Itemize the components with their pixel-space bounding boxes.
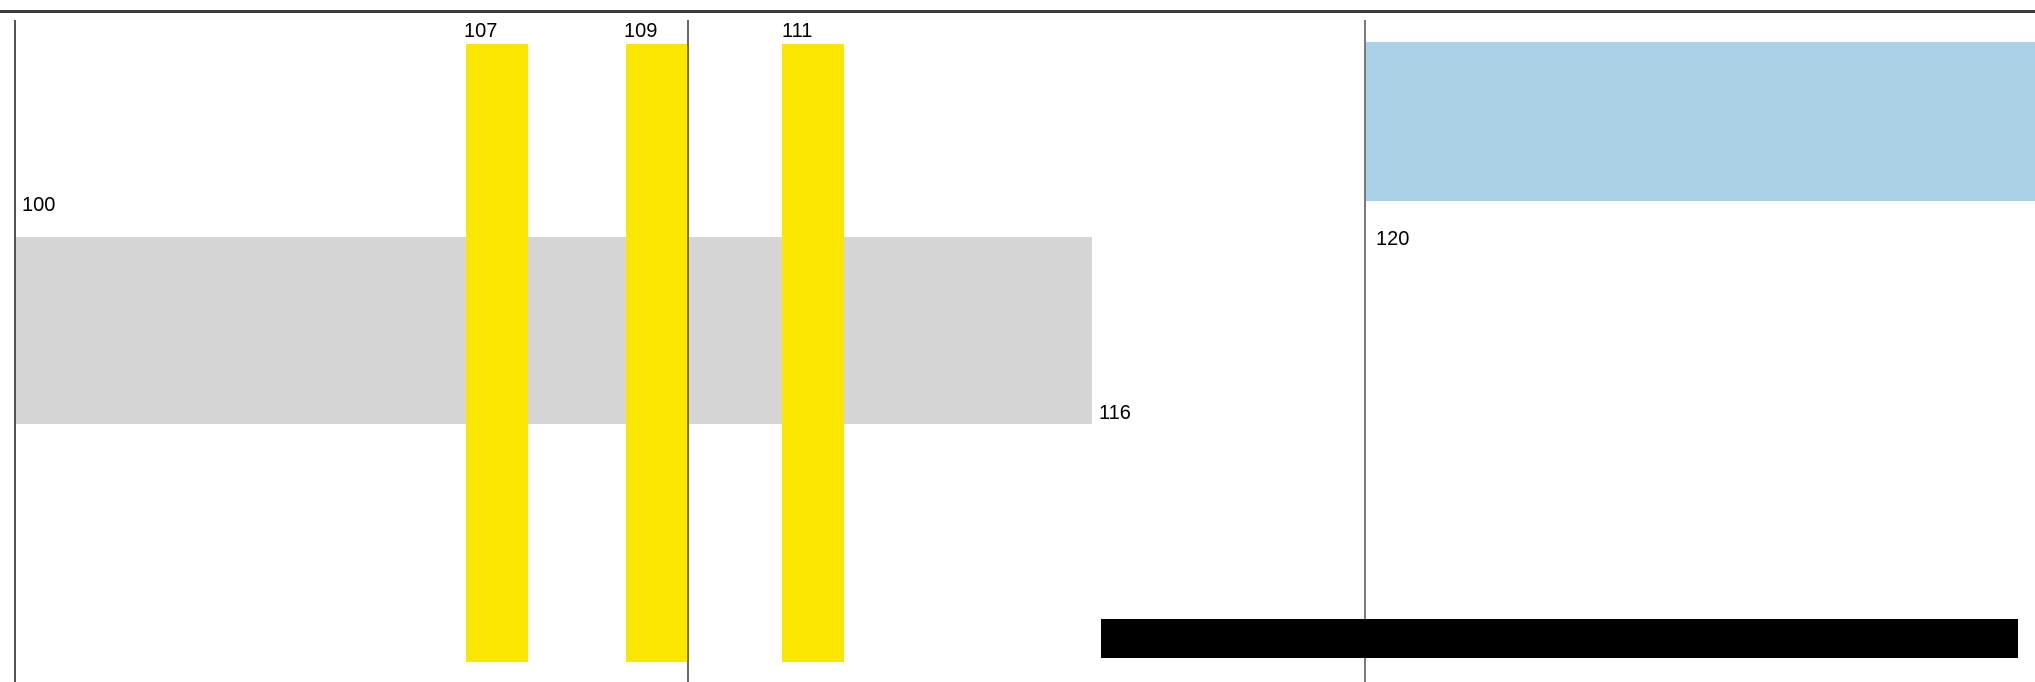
yellow-bar-1	[466, 44, 528, 662]
label-yellow-2: 109	[624, 20, 658, 42]
label-gray-start: 100	[22, 194, 56, 216]
label-gray-end: 116	[1099, 402, 1131, 424]
guide-line-middle-overlay	[687, 20, 689, 682]
label-yellow-1: 107	[464, 20, 498, 42]
top-strip	[0, 0, 2035, 10]
top-border	[0, 10, 2035, 13]
label-yellow-3: 111	[782, 20, 813, 42]
black-bar	[1101, 619, 2018, 658]
blue-band	[1366, 42, 2035, 201]
label-blue-start: 120	[1376, 228, 1410, 250]
yellow-bar-3	[782, 44, 844, 662]
guide-line-right	[1364, 20, 1366, 682]
yellow-bar-2	[626, 44, 688, 662]
gray-band	[16, 237, 1092, 424]
guide-line-left	[14, 20, 16, 682]
